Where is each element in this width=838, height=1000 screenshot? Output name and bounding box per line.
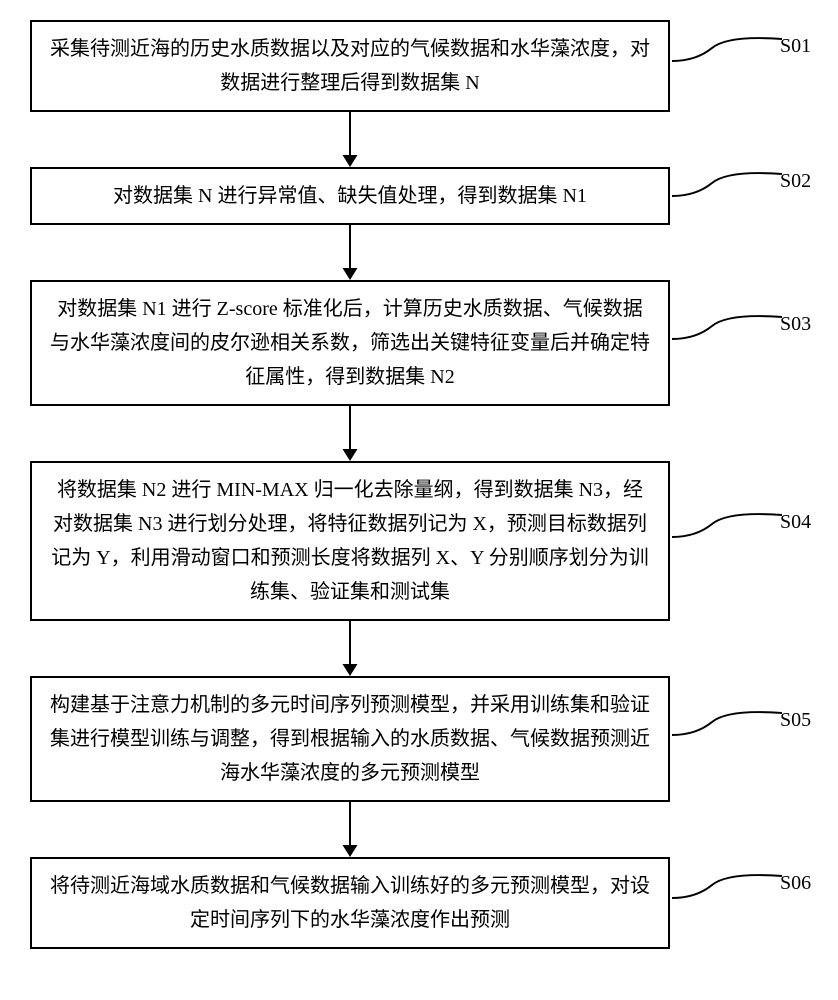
flowchart-step: 对数据集 N 进行异常值、缺失值处理，得到数据集 N1 S02 (30, 167, 810, 225)
flowchart-step: 将数据集 N2 进行 MIN-MAX 归一化去除量纲，得到数据集 N3，经对数据… (30, 461, 810, 621)
step-text: 构建基于注意力机制的多元时间序列预测模型，并采用训练集和验证集进行模型训练与调整… (50, 688, 650, 790)
flow-arrow (30, 621, 670, 676)
connector-curve (672, 870, 782, 900)
step-label-s06: S06 (780, 872, 811, 895)
flow-arrow (30, 112, 670, 167)
step-box-s05: 构建基于注意力机制的多元时间序列预测模型，并采用训练集和验证集进行模型训练与调整… (30, 676, 670, 802)
flow-arrow (30, 225, 670, 280)
step-box-s04: 将数据集 N2 进行 MIN-MAX 归一化去除量纲，得到数据集 N3，经对数据… (30, 461, 670, 621)
step-text: 将数据集 N2 进行 MIN-MAX 归一化去除量纲，得到数据集 N3，经对数据… (50, 473, 650, 609)
step-box-s06: 将待测近海域水质数据和气候数据输入训练好的多元预测模型，对设定时间序列下的水华藻… (30, 857, 670, 949)
step-label-s02: S02 (780, 170, 811, 193)
step-label-s01: S01 (780, 35, 811, 58)
step-label-s05: S05 (780, 709, 811, 732)
flowchart-step: 对数据集 N1 进行 Z-score 标准化后，计算历史水质数据、气候数据与水华… (30, 280, 810, 406)
step-box-s03: 对数据集 N1 进行 Z-score 标准化后，计算历史水质数据、气候数据与水华… (30, 280, 670, 406)
flowchart-step: 采集待测近海的历史水质数据以及对应的气候数据和水华藻浓度，对数据进行整理后得到数… (30, 20, 810, 112)
flowchart-step: 构建基于注意力机制的多元时间序列预测模型，并采用训练集和验证集进行模型训练与调整… (30, 676, 810, 802)
step-text: 对数据集 N1 进行 Z-score 标准化后，计算历史水质数据、气候数据与水华… (50, 292, 650, 394)
connector-curve (672, 707, 782, 737)
step-label-s03: S03 (780, 313, 811, 336)
step-text: 采集待测近海的历史水质数据以及对应的气候数据和水华藻浓度，对数据进行整理后得到数… (50, 32, 650, 100)
connector-curve (672, 311, 782, 341)
flow-arrow (30, 802, 670, 857)
step-label-s04: S04 (780, 511, 811, 534)
connector-curve (672, 509, 782, 539)
connector-curve (672, 168, 782, 198)
flowchart-step: 将待测近海域水质数据和气候数据输入训练好的多元预测模型，对设定时间序列下的水华藻… (30, 857, 810, 949)
flow-arrow (30, 406, 670, 461)
step-text: 将待测近海域水质数据和气候数据输入训练好的多元预测模型，对设定时间序列下的水华藻… (50, 869, 650, 937)
step-box-s01: 采集待测近海的历史水质数据以及对应的气候数据和水华藻浓度，对数据进行整理后得到数… (30, 20, 670, 112)
flowchart-container: 采集待测近海的历史水质数据以及对应的气候数据和水华藻浓度，对数据进行整理后得到数… (30, 20, 810, 949)
step-text: 对数据集 N 进行异常值、缺失值处理，得到数据集 N1 (113, 179, 587, 213)
connector-curve (672, 33, 782, 63)
step-box-s02: 对数据集 N 进行异常值、缺失值处理，得到数据集 N1 (30, 167, 670, 225)
